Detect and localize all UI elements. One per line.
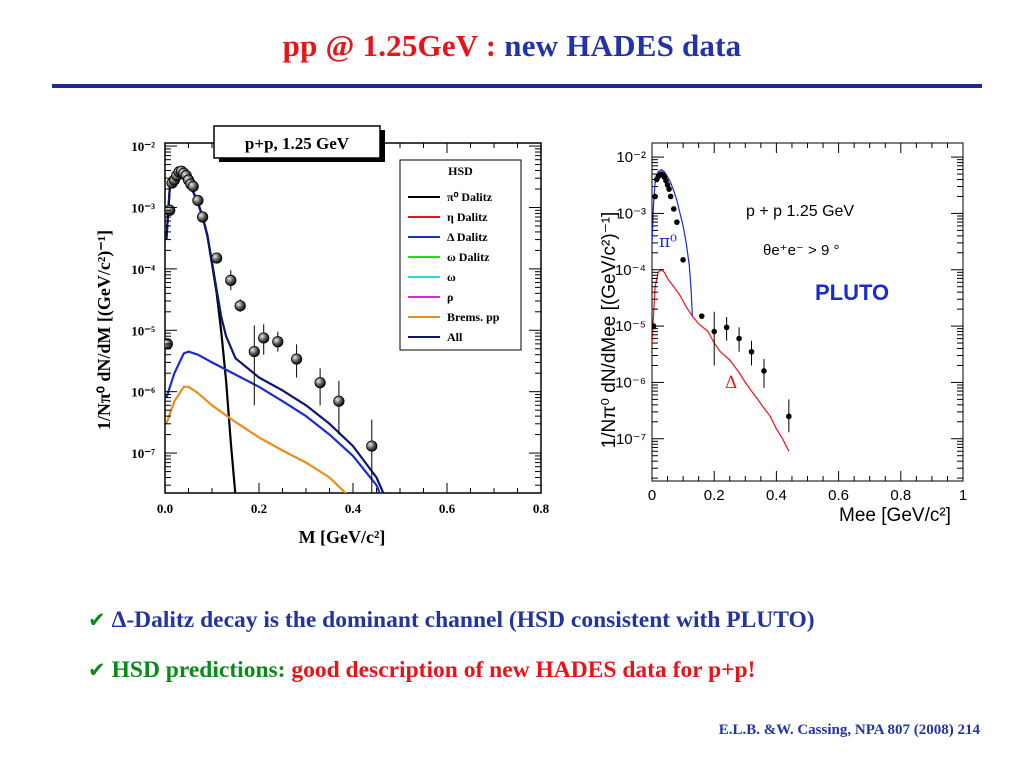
legend-entry-label: All [447, 330, 463, 344]
bullet-list: ✔ Δ-Dalitz decay is the dominant channel … [88, 602, 1008, 702]
data-point [272, 336, 284, 348]
title-rule [52, 84, 982, 88]
y-tick-label: 10⁻⁶ [131, 385, 155, 400]
series-line [165, 350, 381, 493]
bullet-2-text: good description of new HADES data for p… [291, 657, 756, 683]
y-tick-label: 10⁻³ [131, 200, 155, 215]
legend-entry-label: π⁰ Dalitz [447, 190, 493, 204]
data-point [314, 377, 326, 389]
legend-title: HSD [448, 164, 473, 178]
series-line [165, 385, 348, 493]
data-point [366, 440, 378, 452]
x-tick-label: 0.4 [345, 501, 362, 516]
series-line [165, 172, 385, 493]
slide-title: pp @ 1.25GeV : new HADES data [0, 28, 1024, 64]
x-tick-label: 0.2 [251, 501, 267, 516]
legend-entry-label: ρ [447, 290, 453, 304]
data-point [234, 300, 246, 312]
y-axis-title: 1/Nπ⁰ dN/dM [(GeV/c²)⁻¹] [94, 230, 115, 430]
data-point [187, 180, 199, 193]
x-axis-title: M [GeV/c²] [299, 527, 386, 547]
legend-entry-label: η Dalitz [447, 210, 488, 224]
legend-entry-label: Brems. pp [447, 310, 500, 324]
y-tick-label: 10⁻⁵ [131, 323, 155, 338]
data-point [258, 332, 270, 344]
series-line [165, 172, 237, 493]
bullet-1: ✔ Δ-Dalitz decay is the dominant channel … [88, 602, 1008, 638]
x-tick-label: 0.8 [533, 501, 550, 516]
data-point [197, 211, 209, 223]
title-part-1: pp @ 1.25GeV : [282, 28, 505, 63]
chart-title: p+p, 1.25 GeV [245, 134, 350, 153]
bullet-2: ✔ HSD predictions: good description of ne… [88, 652, 1008, 688]
title-part-2: new HADES data [504, 28, 742, 63]
data-point [211, 252, 223, 264]
legend-entry-label: ω Dalitz [447, 250, 490, 264]
y-tick-label: 10⁻⁴ [131, 262, 155, 277]
bullet-1-text: Δ-Dalitz decay is the dominant channel (… [111, 607, 815, 633]
legend-entry-label: ω [447, 270, 456, 284]
legend-frame [399, 159, 522, 351]
x-tick-label: 0.0 [157, 501, 173, 516]
data-point [333, 395, 345, 407]
data-point [248, 345, 260, 358]
x-tick-label: 0.6 [439, 501, 456, 516]
title-box [213, 125, 381, 159]
legend: HSD π⁰ Dalitz η Dalitz Δ Dalitz ω Dalitz ωρ Br… [399, 159, 522, 351]
reference-citation: E.L.B. &W. Cassing, NPA 807 (2008) 214 [718, 722, 980, 738]
bullet-2-prefix: HSD predictions: [111, 657, 292, 683]
check-icon: ✔ [88, 658, 106, 682]
y-tick-label: 10⁻⁷ [131, 446, 155, 461]
check-icon: ✔ [88, 608, 106, 632]
data-point [290, 353, 303, 365]
y-tick-label: 10⁻² [131, 139, 155, 154]
data-point [225, 274, 237, 286]
legend-entry-label: Δ Dalitz [447, 230, 488, 244]
data-point [192, 194, 204, 207]
